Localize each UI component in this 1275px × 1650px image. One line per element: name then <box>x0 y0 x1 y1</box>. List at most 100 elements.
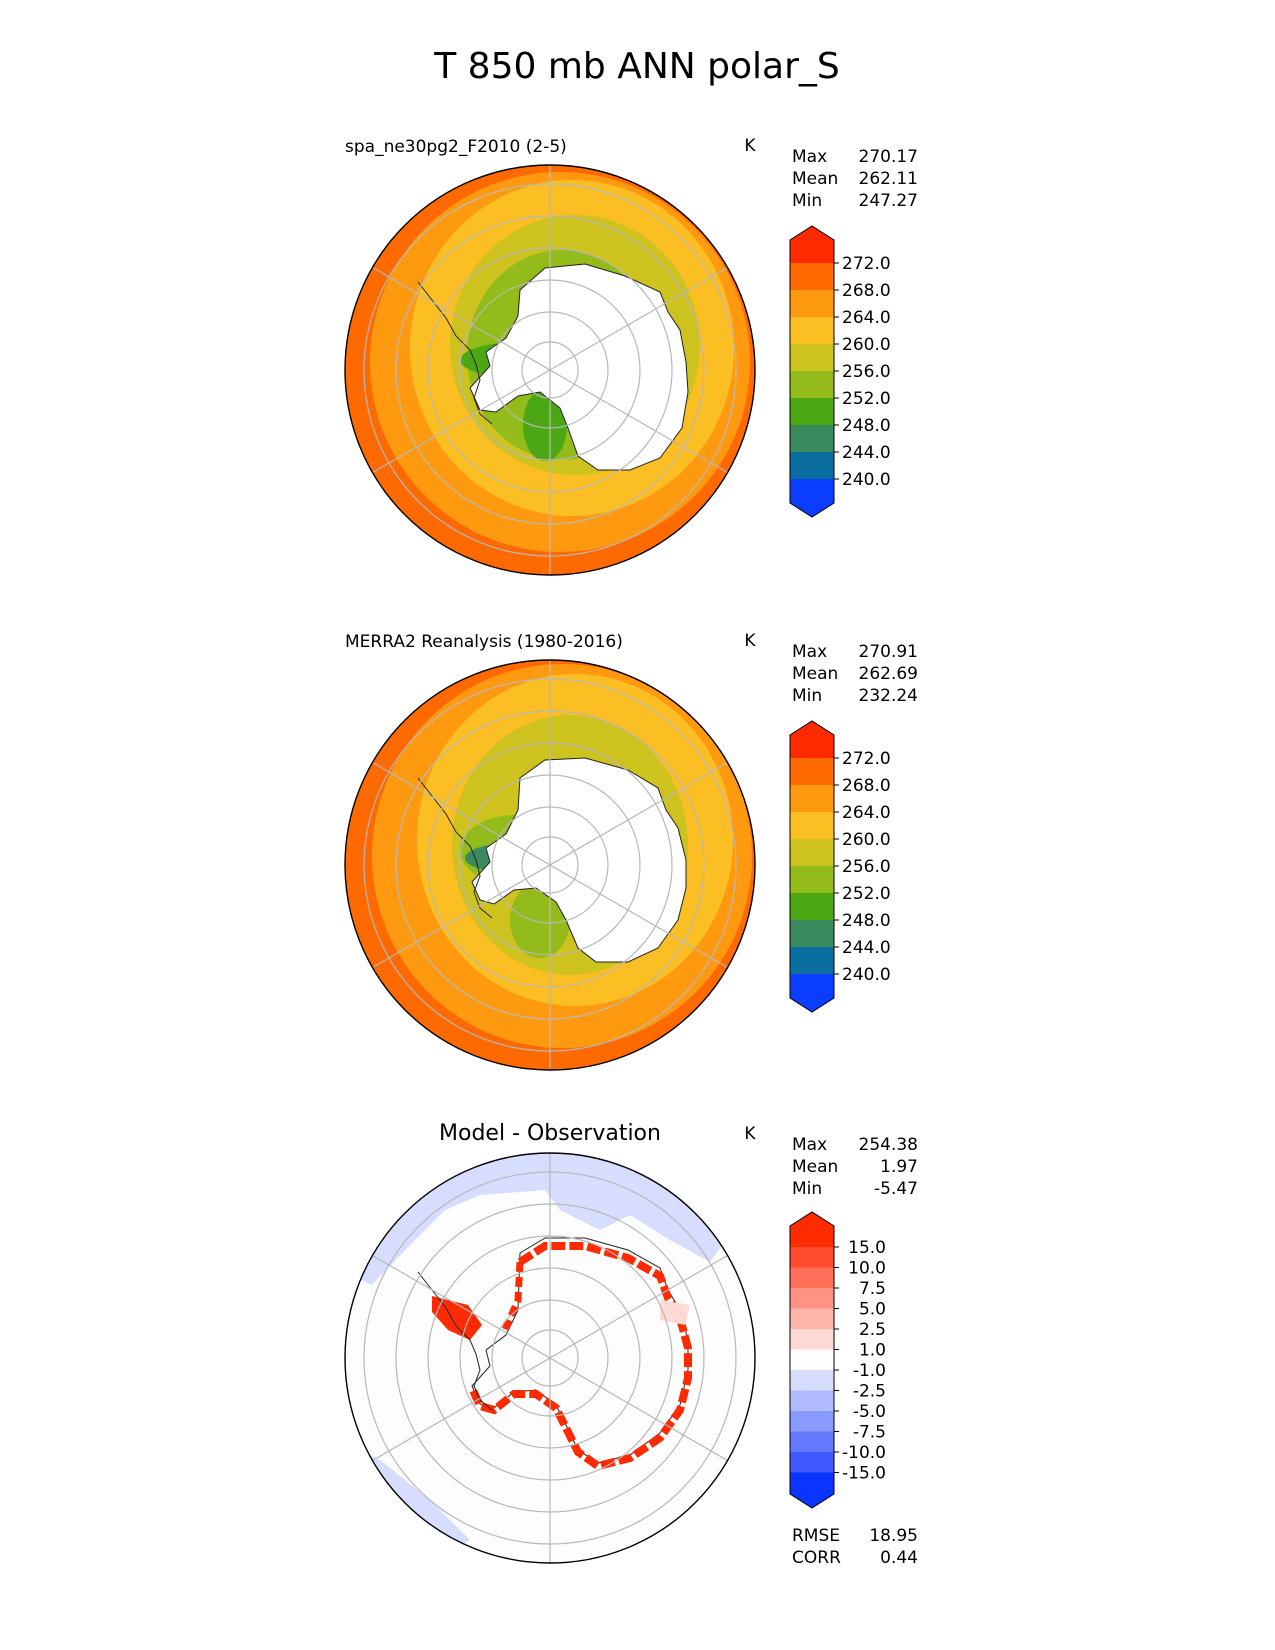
temperature-band <box>523 389 567 461</box>
colorbar-segment <box>790 263 834 290</box>
map-border <box>344 164 756 576</box>
panel-observation: MERRA2 Reanalysis (1980-2016) K Max 270.… <box>344 631 918 1071</box>
colorbar-tick-label: 264.0 <box>842 803 891 823</box>
stat-value: 270.91 <box>859 642 918 662</box>
colorbar-outline <box>789 225 835 518</box>
colorbar-tick-label: 10.0 <box>848 1259 886 1279</box>
map-graticule <box>363 1153 737 1563</box>
panel-difference: Model - Observation K Max 254.38 Mean 1.… <box>344 1121 918 1568</box>
map-border <box>344 659 756 1071</box>
colorbar-tick-label: 260.0 <box>842 830 891 850</box>
stat-value: 232.24 <box>859 686 918 706</box>
colorbar-extend-top <box>790 226 834 263</box>
map-border <box>344 1152 756 1564</box>
stat-value: 254.38 <box>859 1135 918 1155</box>
colorbar-segment <box>790 317 834 344</box>
panel-model: spa_ne30pg2_F2010 (2-5) K Max 270.17 Mea… <box>344 136 918 576</box>
stat-value: 1.97 <box>880 1157 918 1177</box>
stat-label: Min <box>792 686 822 706</box>
colorbar-tick-label: 240.0 <box>842 470 891 490</box>
stat-value: 262.11 <box>859 169 918 189</box>
colorbar-segment <box>790 839 834 866</box>
coastline <box>417 777 493 919</box>
stat-label: RMSE <box>792 1526 840 1546</box>
stat-value: 270.17 <box>859 147 918 167</box>
stat-label: Mean <box>792 169 838 189</box>
panel-title: Model - Observation <box>439 1121 661 1146</box>
coastline <box>417 1271 493 1411</box>
colorbar-segment <box>790 1411 834 1432</box>
difference-positive-edge <box>468 1242 692 1471</box>
colorbar-segment <box>790 290 834 317</box>
stat-label: Max <box>792 642 827 662</box>
colorbar-extend-bottom <box>790 479 834 517</box>
stat-value: 247.27 <box>859 191 918 211</box>
colorbar-segment <box>790 947 834 974</box>
units-label: K <box>744 136 756 156</box>
colorbar-extend-bottom <box>790 1472 834 1508</box>
colorbar-tick-label: 252.0 <box>842 884 891 904</box>
colorbar-tick-label: 248.0 <box>842 911 891 931</box>
map-graticule <box>363 165 737 575</box>
colorbar-segment <box>790 1349 834 1370</box>
colorbar-tick-label: 252.0 <box>842 389 891 409</box>
colorbar-tick-label: -2.5 <box>853 1382 886 1402</box>
colorbar-extend-top <box>790 1212 834 1247</box>
colorbar-segment <box>790 1308 834 1329</box>
colorbar-segment <box>790 452 834 479</box>
colorbar-tick-label: 2.5 <box>859 1320 886 1340</box>
colorbar-segment <box>790 371 834 398</box>
colorbar-tick-label: 15.0 <box>848 1238 886 1258</box>
stats-block: Max 270.17 Mean 262.11 Min 247.27 <box>792 147 918 211</box>
colorbar-segment <box>790 1390 834 1411</box>
stat-label: Max <box>792 147 827 167</box>
colorbar-tick-label: 244.0 <box>842 938 891 958</box>
panel-title: spa_ne30pg2_F2010 (2-5) <box>345 137 567 157</box>
colorbar: 272.0 268.0 264.0 260.0 256.0 252.0 248.… <box>789 225 891 518</box>
colorbar-tick-label: 272.0 <box>842 749 891 769</box>
colorbar-segment <box>790 398 834 425</box>
stat-label: Max <box>792 1135 827 1155</box>
colorbar-tick-label: -7.5 <box>853 1423 886 1443</box>
colorbar-tick-label: 1.0 <box>859 1341 886 1361</box>
colorbar-segment <box>790 1288 834 1309</box>
colorbar-segment <box>790 866 834 893</box>
stat-label: Mean <box>792 1157 838 1177</box>
stat-value: 0.44 <box>880 1548 918 1568</box>
difference-weak-positive <box>660 1300 690 1325</box>
colorbar: 272.0 268.0 264.0 260.0 256.0 252.0 248.… <box>789 720 891 1013</box>
stat-label: CORR <box>792 1548 841 1568</box>
coastline <box>417 281 493 425</box>
figure-title: T 850 mb ANN polar_S <box>433 46 839 87</box>
colorbar-segment <box>790 1329 834 1350</box>
colorbar-tick-label: 248.0 <box>842 416 891 436</box>
colorbar-segment <box>790 1452 834 1473</box>
colorbar-segment <box>790 893 834 920</box>
colorbar-tick-label: -1.0 <box>853 1361 886 1381</box>
antarctica-landmask <box>471 757 687 963</box>
colorbar-tick-label: 5.0 <box>859 1300 886 1320</box>
stat-label: Min <box>792 191 822 211</box>
colorbar-tick-label: 256.0 <box>842 362 891 382</box>
colorbar-segment <box>790 344 834 371</box>
colorbar-tick-label: 260.0 <box>842 335 891 355</box>
stat-label: Mean <box>792 664 838 684</box>
colorbar-segment <box>790 425 834 452</box>
colorbar-tick-label: 264.0 <box>842 308 891 328</box>
stat-value: -5.47 <box>874 1179 918 1199</box>
units-label: K <box>744 631 756 651</box>
colorbar: 15.0 10.0 7.5 5.0 2.5 1.0 -1.0 -2.5 -5.0… <box>789 1211 886 1509</box>
colorbar-tick-label: 268.0 <box>842 776 891 796</box>
difference-positive-edge <box>501 1261 524 1332</box>
colorbar-tick-label: 256.0 <box>842 857 891 877</box>
extra-stats-block: RMSE 18.95 CORR 0.44 <box>792 1526 918 1568</box>
colorbar-tick-label: -15.0 <box>842 1464 886 1484</box>
stat-value: 262.69 <box>859 664 918 684</box>
colorbar-extend-bottom <box>790 974 834 1012</box>
colorbar-segment <box>790 1431 834 1452</box>
colorbar-tick-label: 240.0 <box>842 965 891 985</box>
stats-block: Max 254.38 Mean 1.97 Min -5.47 <box>792 1135 918 1199</box>
colorbar-segment <box>790 1370 834 1391</box>
colorbar-segment <box>790 920 834 947</box>
stat-value: 18.95 <box>869 1526 918 1546</box>
